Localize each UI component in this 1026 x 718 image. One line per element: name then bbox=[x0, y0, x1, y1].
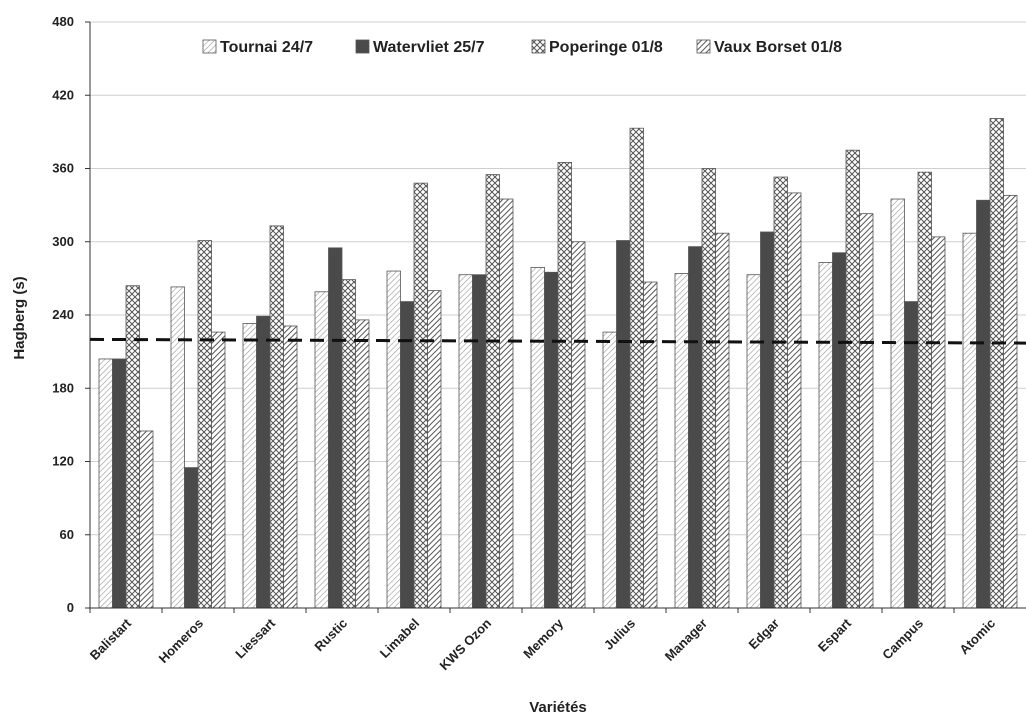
legend-swatch bbox=[532, 40, 545, 53]
bar-tournai-24-7-limabel bbox=[387, 271, 401, 608]
legend-swatch bbox=[356, 40, 369, 53]
bar-vaux-borset-01-8-memory bbox=[572, 242, 586, 608]
bar-watervliet-25-7-espart bbox=[833, 253, 847, 608]
x-tick-label: Espart bbox=[815, 615, 855, 655]
x-tick-label: Liessart bbox=[232, 615, 278, 661]
x-tick-label: Campus bbox=[879, 616, 926, 663]
bar-tournai-24-7-manager bbox=[675, 273, 689, 608]
bar-tournai-24-7-memory bbox=[531, 267, 545, 608]
bar-vaux-borset-01-8-edgar bbox=[788, 193, 802, 608]
bar-vaux-borset-01-8-espart bbox=[860, 214, 874, 608]
bar-poperinge-01-8-homeros bbox=[198, 241, 212, 608]
bar-poperinge-01-8-campus bbox=[918, 172, 932, 608]
x-tick-label: Limabel bbox=[377, 616, 422, 661]
bar-poperinge-01-8-espart bbox=[846, 150, 860, 608]
reference-line bbox=[90, 339, 1026, 343]
bar-tournai-24-7-homeros bbox=[171, 287, 185, 608]
x-tick-label: Edgar bbox=[745, 616, 782, 653]
legend-label: Poperinge 01/8 bbox=[549, 39, 663, 56]
legend-label: Vaux Borset 01/8 bbox=[714, 39, 842, 56]
bar-poperinge-01-8-limabel bbox=[414, 183, 428, 608]
bar-tournai-24-7-atomic bbox=[963, 233, 977, 608]
bar-watervliet-25-7-balistart bbox=[113, 359, 127, 608]
y-tick-label: 480 bbox=[52, 14, 74, 29]
bar-watervliet-25-7-liessart bbox=[257, 316, 271, 608]
bar-vaux-borset-01-8-homeros bbox=[212, 332, 226, 608]
bar-watervliet-25-7-manager bbox=[689, 247, 703, 608]
bar-poperinge-01-8-memory bbox=[558, 162, 572, 608]
y-tick-label: 60 bbox=[60, 527, 74, 542]
bar-vaux-borset-01-8-kws-ozon bbox=[500, 199, 514, 608]
y-tick-label: 120 bbox=[52, 454, 74, 469]
bar-vaux-borset-01-8-limabel bbox=[428, 291, 442, 608]
bar-vaux-borset-01-8-balistart bbox=[140, 431, 154, 608]
x-tick-label: Balistart bbox=[87, 615, 135, 663]
y-tick-label: 180 bbox=[52, 380, 74, 395]
y-tick-label: 300 bbox=[52, 234, 74, 249]
bar-poperinge-01-8-manager bbox=[702, 169, 716, 609]
x-tick-label: Atomic bbox=[956, 616, 998, 658]
bar-tournai-24-7-espart bbox=[819, 263, 833, 608]
bar-watervliet-25-7-kws-ozon bbox=[473, 275, 487, 608]
x-tick-label: Homeros bbox=[156, 616, 206, 666]
legend-label: Watervliet 25/7 bbox=[373, 39, 485, 56]
x-tick-label: Memory bbox=[520, 615, 566, 661]
bar-tournai-24-7-liessart bbox=[243, 324, 257, 608]
x-tick-label: Rustic bbox=[311, 616, 350, 655]
bar-tournai-24-7-julius bbox=[603, 332, 617, 608]
y-tick-label: 0 bbox=[67, 600, 74, 615]
bar-poperinge-01-8-atomic bbox=[990, 118, 1004, 608]
y-tick-label: 240 bbox=[52, 307, 74, 322]
bar-tournai-24-7-kws-ozon bbox=[459, 275, 473, 608]
y-axis-title: Hagberg (s) bbox=[11, 276, 28, 359]
bar-watervliet-25-7-memory bbox=[545, 272, 559, 608]
legend-label: Tournai 24/7 bbox=[220, 39, 313, 56]
bar-tournai-24-7-edgar bbox=[747, 275, 761, 608]
bar-tournai-24-7-campus bbox=[891, 199, 905, 608]
bar-watervliet-25-7-homeros bbox=[185, 468, 199, 608]
bar-poperinge-01-8-edgar bbox=[774, 177, 788, 608]
bar-watervliet-25-7-rustic bbox=[329, 248, 343, 608]
y-tick-label: 360 bbox=[52, 161, 74, 176]
bar-watervliet-25-7-atomic bbox=[977, 200, 991, 608]
bar-vaux-borset-01-8-julius bbox=[644, 282, 658, 608]
x-tick-label: KWS Ozon bbox=[437, 615, 495, 673]
x-axis-title: Variétés bbox=[529, 699, 587, 716]
bar-vaux-borset-01-8-campus bbox=[932, 237, 946, 608]
legend: Tournai 24/7 Watervliet 25/7 Poperinge 01/… bbox=[203, 39, 842, 56]
bar-tournai-24-7-balistart bbox=[99, 359, 113, 608]
legend-swatch bbox=[203, 40, 216, 53]
bar-vaux-borset-01-8-liessart bbox=[284, 326, 298, 608]
bar-vaux-borset-01-8-atomic bbox=[1004, 195, 1018, 608]
bar-poperinge-01-8-rustic bbox=[342, 280, 356, 608]
bar-watervliet-25-7-julius bbox=[617, 241, 631, 608]
threshold-line bbox=[90, 339, 1026, 343]
bar-watervliet-25-7-limabel bbox=[401, 302, 415, 608]
bar-poperinge-01-8-kws-ozon bbox=[486, 175, 500, 608]
bar-poperinge-01-8-balistart bbox=[126, 286, 140, 608]
bar-vaux-borset-01-8-rustic bbox=[356, 320, 370, 608]
bar-poperinge-01-8-liessart bbox=[270, 226, 284, 608]
y-tick-label: 420 bbox=[52, 87, 74, 102]
bar-poperinge-01-8-julius bbox=[630, 128, 644, 608]
bar-watervliet-25-7-edgar bbox=[761, 232, 775, 608]
x-tick-label: Julius bbox=[601, 616, 638, 653]
bar-vaux-borset-01-8-manager bbox=[716, 233, 730, 608]
x-tick-label: Manager bbox=[662, 616, 710, 664]
legend-swatch bbox=[697, 40, 710, 53]
bar-watervliet-25-7-campus bbox=[905, 302, 919, 608]
